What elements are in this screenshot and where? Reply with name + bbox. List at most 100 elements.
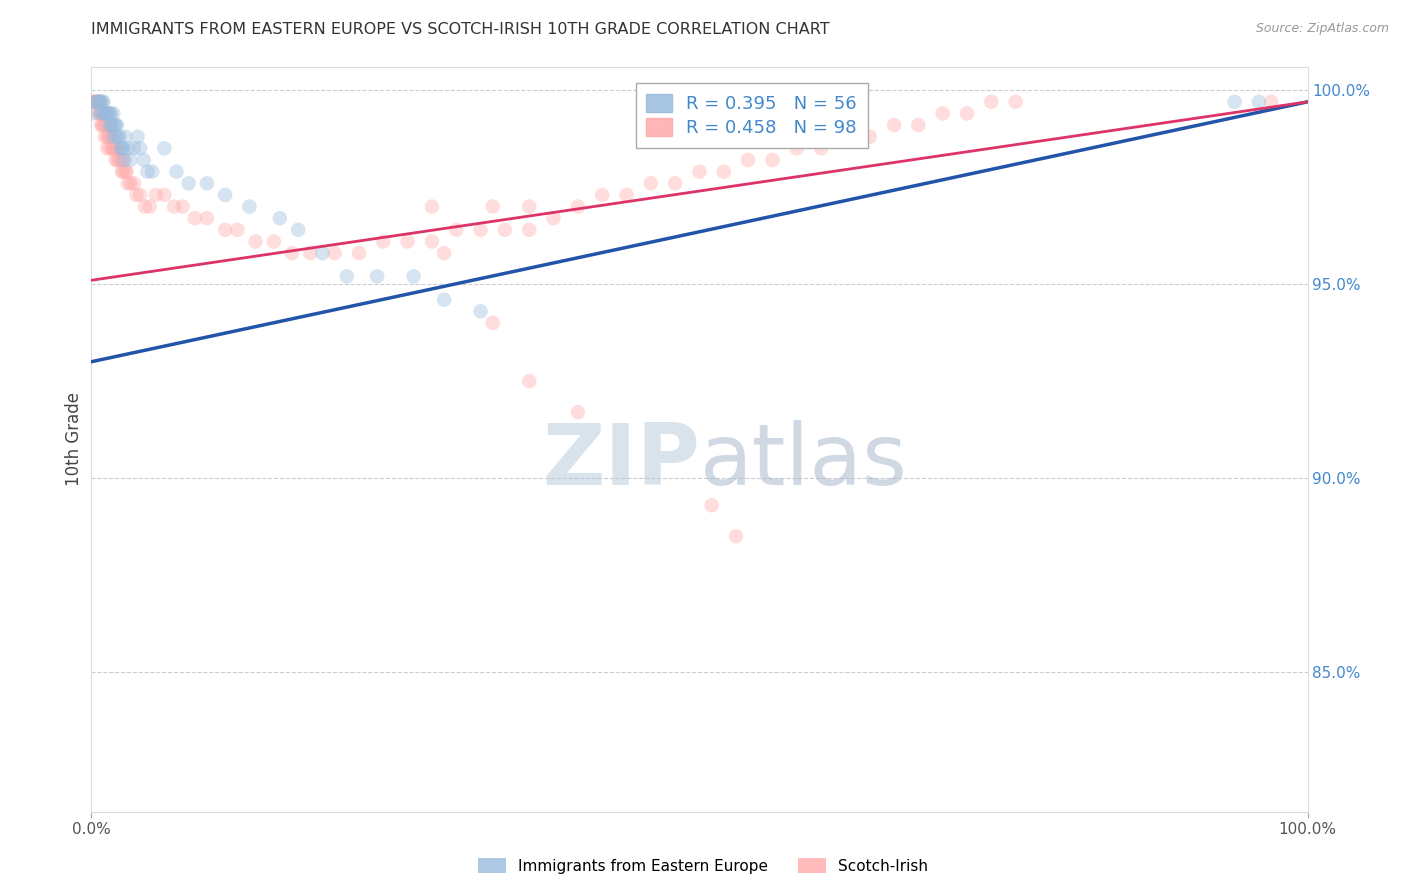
Point bbox=[84, 95, 107, 109]
Point bbox=[94, 118, 117, 132]
Point bbox=[129, 188, 152, 202]
Point bbox=[86, 95, 108, 109]
Point bbox=[101, 141, 124, 155]
Point bbox=[1260, 95, 1282, 109]
Point bbox=[433, 293, 456, 307]
Point bbox=[810, 141, 832, 155]
Point bbox=[640, 176, 662, 190]
Point bbox=[101, 118, 124, 132]
Point bbox=[373, 235, 395, 249]
Point bbox=[263, 235, 285, 249]
Point bbox=[834, 129, 856, 144]
Point bbox=[122, 141, 145, 155]
Point bbox=[108, 153, 131, 167]
Point bbox=[90, 106, 112, 120]
Point bbox=[470, 304, 492, 318]
Point bbox=[444, 223, 467, 237]
Point bbox=[105, 153, 128, 167]
Point bbox=[91, 95, 114, 109]
Point bbox=[90, 118, 112, 132]
Point bbox=[86, 95, 108, 109]
Point bbox=[108, 129, 131, 144]
Point bbox=[103, 141, 125, 155]
Point bbox=[420, 235, 443, 249]
Point bbox=[481, 200, 503, 214]
Point bbox=[713, 164, 735, 178]
Point bbox=[114, 129, 136, 144]
Point bbox=[111, 164, 134, 178]
Point bbox=[956, 106, 979, 120]
Point bbox=[104, 129, 127, 144]
Point bbox=[98, 118, 121, 132]
Text: ZIP: ZIP bbox=[541, 420, 699, 503]
Point bbox=[84, 95, 107, 109]
Point bbox=[347, 246, 370, 260]
Point bbox=[90, 95, 112, 109]
Y-axis label: 10th Grade: 10th Grade bbox=[65, 392, 83, 486]
Point bbox=[91, 118, 114, 132]
Point bbox=[299, 246, 322, 260]
Point bbox=[420, 200, 443, 214]
Point bbox=[567, 200, 589, 214]
Point bbox=[688, 164, 710, 178]
Point bbox=[98, 106, 121, 120]
Point bbox=[883, 118, 905, 132]
Point bbox=[94, 129, 117, 144]
Point bbox=[129, 141, 152, 155]
Point bbox=[98, 129, 121, 144]
Point bbox=[100, 106, 122, 120]
Point bbox=[172, 200, 194, 214]
Point bbox=[366, 269, 388, 284]
Point bbox=[153, 188, 176, 202]
Point bbox=[100, 129, 122, 144]
Point bbox=[97, 129, 120, 144]
Point bbox=[103, 129, 125, 144]
Point bbox=[1004, 95, 1026, 109]
Point bbox=[87, 106, 110, 120]
Point bbox=[90, 106, 112, 120]
Point bbox=[107, 129, 129, 144]
Point bbox=[664, 176, 686, 190]
Point bbox=[737, 153, 759, 167]
Point bbox=[117, 141, 139, 155]
Point bbox=[125, 188, 148, 202]
Point bbox=[517, 200, 540, 214]
Point bbox=[195, 211, 218, 226]
Point bbox=[177, 176, 200, 190]
Point bbox=[153, 141, 176, 155]
Point bbox=[110, 141, 132, 155]
Point bbox=[127, 129, 149, 144]
Point bbox=[94, 106, 117, 120]
Point bbox=[323, 246, 346, 260]
Text: atlas: atlas bbox=[699, 420, 907, 503]
Point bbox=[336, 269, 359, 284]
Point bbox=[103, 141, 125, 155]
Point bbox=[616, 188, 638, 202]
Point bbox=[117, 176, 139, 190]
Point bbox=[433, 246, 456, 260]
Point bbox=[111, 141, 134, 155]
Point bbox=[122, 176, 145, 190]
Point bbox=[94, 118, 117, 132]
Point bbox=[89, 106, 111, 120]
Point bbox=[700, 498, 723, 512]
Point bbox=[111, 164, 134, 178]
Point bbox=[87, 95, 110, 109]
Point bbox=[91, 106, 114, 120]
Point bbox=[517, 223, 540, 237]
Point bbox=[84, 95, 107, 109]
Point bbox=[100, 118, 122, 132]
Point bbox=[96, 106, 118, 120]
Point bbox=[145, 188, 167, 202]
Point bbox=[396, 235, 419, 249]
Text: IMMIGRANTS FROM EASTERN EUROPE VS SCOTCH-IRISH 10TH GRADE CORRELATION CHART: IMMIGRANTS FROM EASTERN EUROPE VS SCOTCH… bbox=[91, 22, 830, 37]
Point bbox=[226, 223, 249, 237]
Point bbox=[195, 176, 218, 190]
Point bbox=[402, 269, 425, 284]
Point bbox=[89, 95, 111, 109]
Point bbox=[120, 176, 142, 190]
Point bbox=[311, 246, 333, 260]
Point bbox=[83, 95, 105, 109]
Point bbox=[105, 118, 128, 132]
Point bbox=[980, 95, 1002, 109]
